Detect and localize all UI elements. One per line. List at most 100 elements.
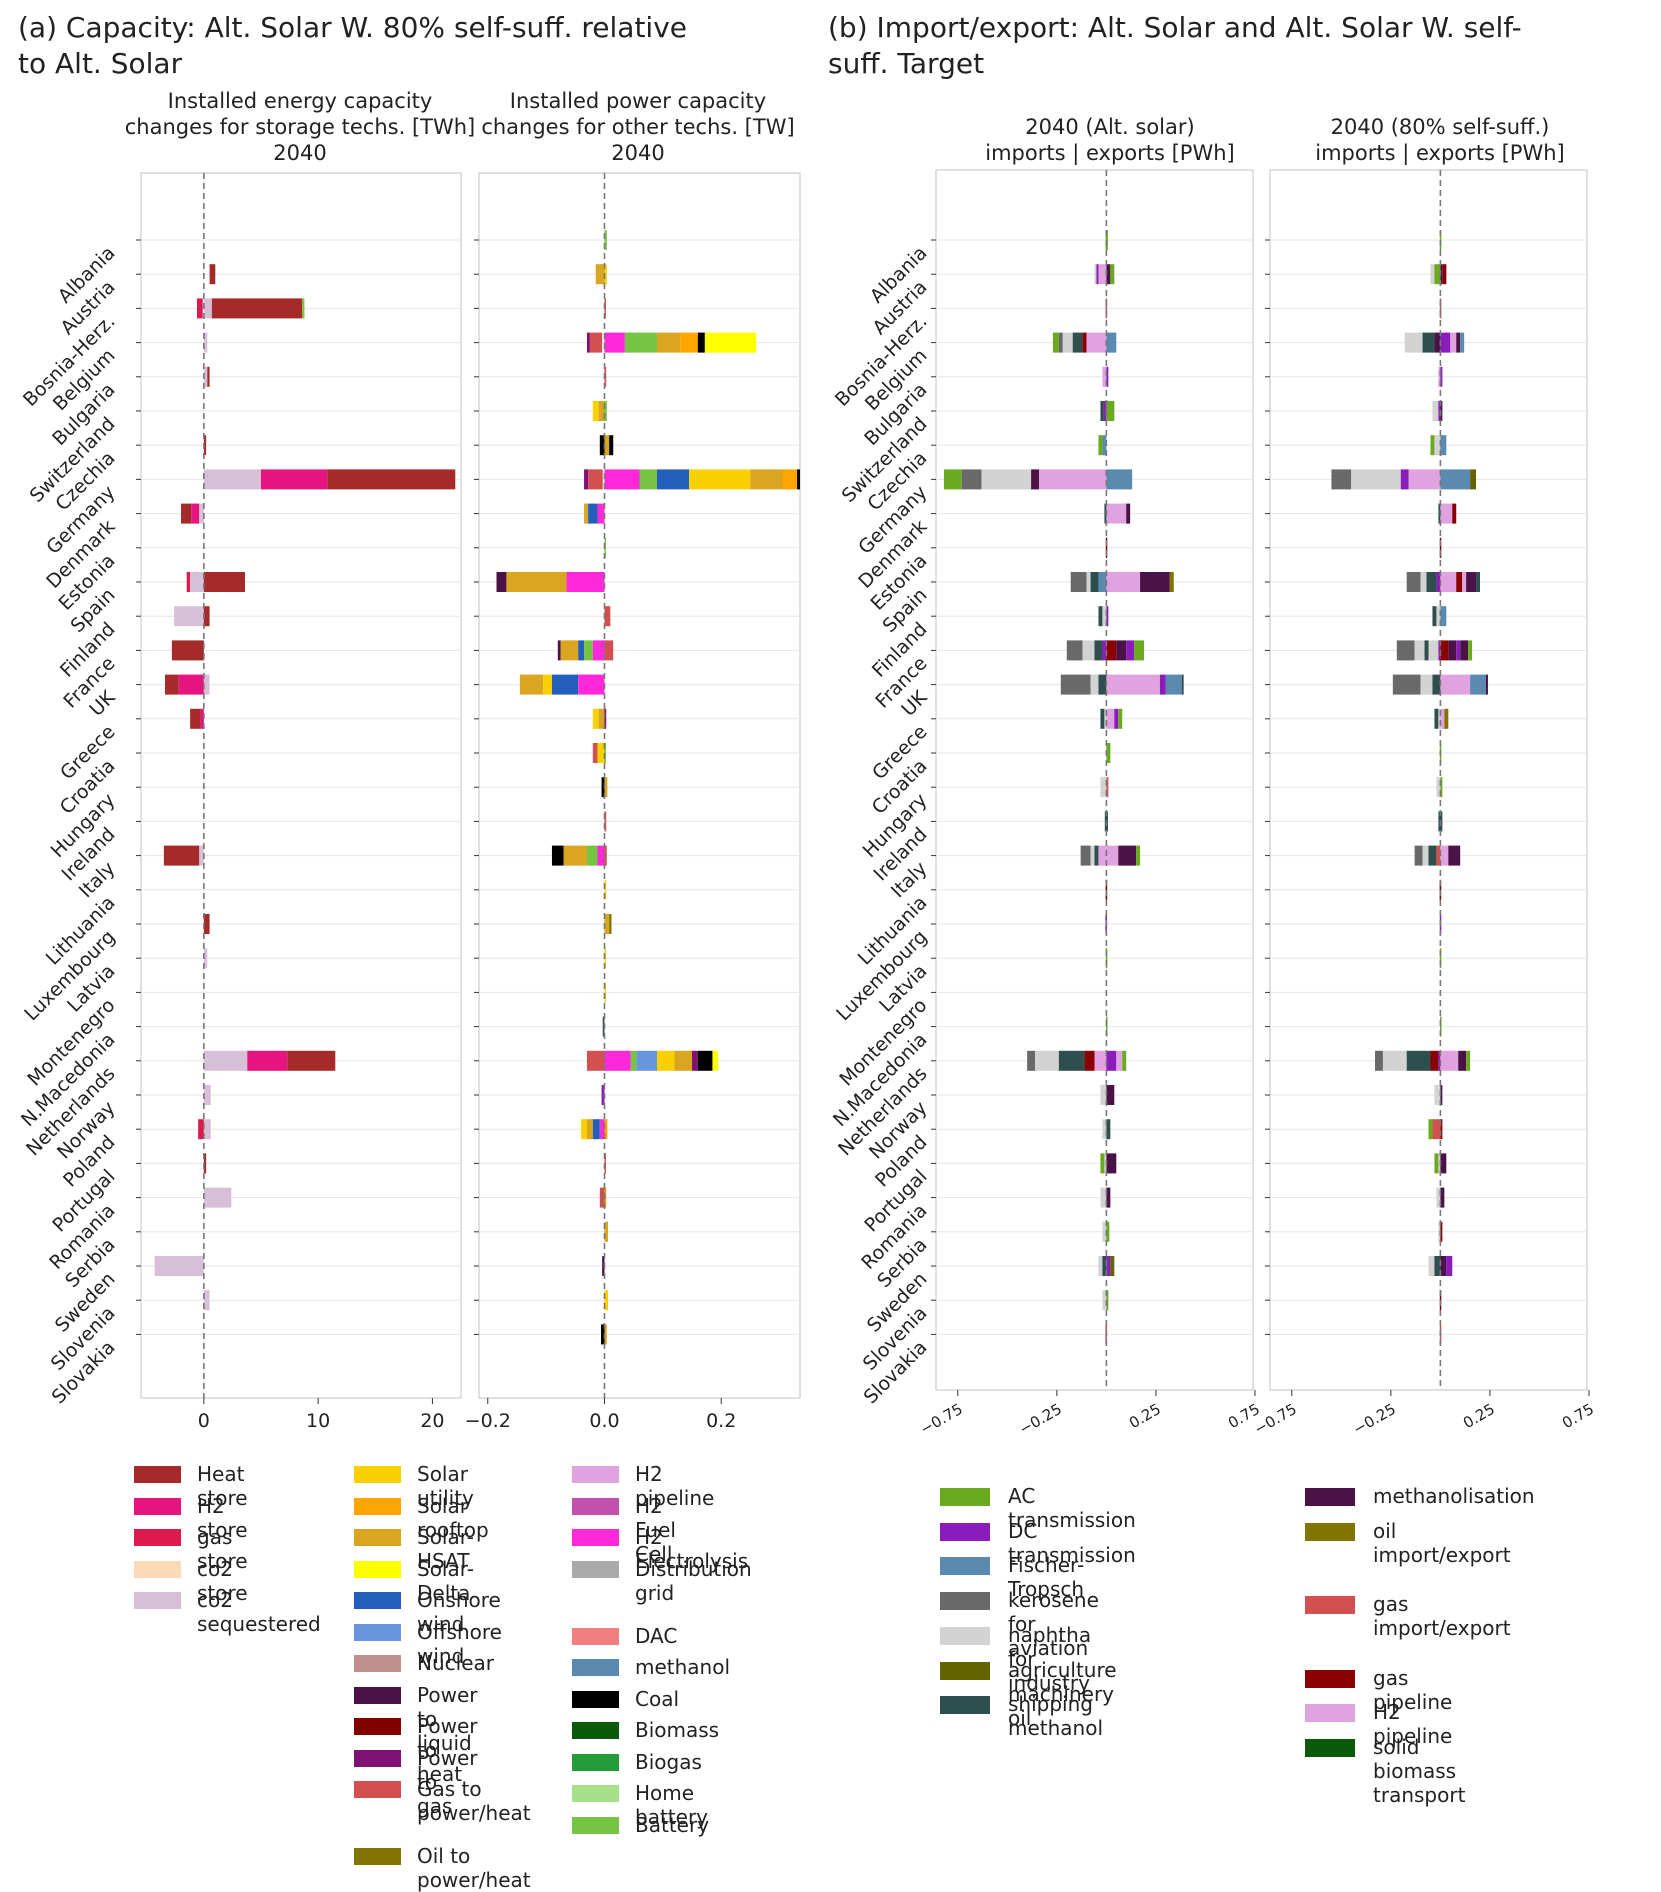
bar-segment-croatia [1106, 743, 1111, 763]
bar-segment-bulgaria [1438, 366, 1441, 387]
bar-segment-spain [1440, 572, 1457, 592]
legend-item: H2 pipeline [572, 1462, 714, 1510]
bar-segment-greece [1438, 708, 1441, 729]
bar-segment-serbia [1440, 1221, 1443, 1242]
legend-label: naphtha for industry [1008, 1622, 1092, 1695]
bar-segment-uk [1098, 674, 1107, 695]
bar-segment-belgium [657, 332, 681, 353]
bar-segment-hungary [1106, 777, 1109, 798]
legend-swatch [572, 1627, 619, 1645]
bar-segment-spain [1426, 572, 1437, 592]
legend-label: oil import/export [1373, 1518, 1511, 1567]
bar-segment-poland [1106, 1119, 1111, 1140]
bar-segment-italy [1106, 845, 1119, 866]
bar-segment-germany [1331, 469, 1352, 490]
legend-swatch [572, 1690, 619, 1708]
bar-segment-italy [1098, 845, 1107, 866]
legend-item: Gas to power/heat [354, 1777, 531, 1825]
bar-segment-netherlands [1406, 1050, 1431, 1071]
bar-segment-bosniaherz [1105, 298, 1108, 319]
legend-swatch [354, 1848, 401, 1865]
bar-segment-croatia [597, 743, 605, 763]
legend-item: gas store [134, 1525, 248, 1573]
bar-segment-bulgaria [207, 366, 210, 387]
bar-segment-slovenia [1102, 1290, 1107, 1311]
bar-segment-uk [1420, 674, 1433, 695]
bar-segment-spain [1462, 572, 1467, 592]
bar-segment-finland [203, 606, 210, 627]
legend-item: gas import/export [1305, 1592, 1511, 1640]
legend-item: co2 sequestered [134, 1588, 321, 1636]
legend-item: Oil to power/heat [354, 1844, 531, 1892]
bar-segment-belgium [1456, 332, 1461, 353]
bar-segment-serbia [1438, 1221, 1441, 1242]
bar-segment-finland [1102, 606, 1107, 627]
bar-segment-uk [1470, 674, 1486, 695]
bar-segment-slovenia [1106, 1290, 1109, 1311]
bar-segment-italy [1090, 845, 1095, 866]
bar-segment-austria [1434, 264, 1441, 285]
bar-segment-bosniaherz [203, 298, 212, 319]
bar-segment-sweden [1440, 1256, 1447, 1276]
legend-label: Biomass [635, 1718, 720, 1742]
bar-segment-france [1094, 640, 1103, 661]
bar-segment-portugal [203, 1153, 207, 1174]
bar-segment-austria [604, 264, 607, 285]
legend-label: Power to heat [417, 1714, 478, 1786]
bar-segment-czechia [1102, 435, 1107, 456]
bar-segment-austria [1106, 264, 1111, 285]
legend-swatch [572, 1753, 619, 1771]
bar-segment-netherlands [1027, 1050, 1036, 1071]
bar-segment-netherlands [1440, 1050, 1459, 1071]
bar-segment-czechia [1098, 435, 1103, 456]
bar-segment-switzerland [604, 401, 607, 421]
legend-item: H2 pipeline [1305, 1700, 1452, 1748]
legend-item: AC transmission [940, 1484, 1136, 1532]
legend-label: solid biomass transport [1373, 1734, 1466, 1807]
bar-segment-uk [203, 674, 210, 695]
bar-segment-france [1066, 640, 1083, 661]
bar-segment-netherlands [712, 1050, 719, 1071]
legend-swatch [134, 1529, 181, 1546]
legend-swatch [354, 1497, 401, 1515]
bar-segment-germany [327, 469, 456, 490]
bar-segment-spain [1086, 572, 1091, 592]
panel-b-title-line1: (b) Import/export: Alt. Solar and Alt. S… [828, 11, 1522, 44]
bar-segment-netherlands [1084, 1050, 1095, 1071]
bar-segment-switzerland [1432, 401, 1439, 421]
legend-swatch [134, 1560, 181, 1578]
bar-segment-luxembourg [604, 914, 610, 934]
bar-segment-belgium [624, 332, 658, 353]
bar-segment-germany [1031, 469, 1040, 490]
legend-item: Heat store [134, 1462, 248, 1510]
legend-swatch [572, 1816, 619, 1834]
bar-segment-poland [203, 1119, 211, 1140]
legend-label: Solar rooftop [417, 1493, 489, 1542]
legend-label: methanolisation [1373, 1484, 1535, 1508]
legend-swatch [572, 1466, 619, 1483]
legend-item: Offshore wind [354, 1620, 502, 1668]
legend-item: Solar rooftop [354, 1494, 489, 1542]
subplot-1-title-line2: changes for storage techs. [TWh] [124, 115, 476, 139]
bar-segment-spain [1476, 572, 1481, 592]
bar-segment-belgium [586, 332, 590, 353]
bar-segment-uk [543, 674, 552, 695]
subplot-2-title-line3: 2040 [611, 141, 665, 165]
bar-segment-denmark [199, 503, 204, 524]
bar-segment-france [557, 640, 561, 661]
bar-segment-france [1424, 640, 1429, 661]
bar-segment-finland [1432, 606, 1437, 627]
bar-segment-germany [797, 469, 800, 490]
legend-item: Home battery [572, 1781, 708, 1829]
legend-item: Solar-HSAT [354, 1525, 474, 1573]
bar-segment-norway [601, 1085, 605, 1105]
bar-segment-czechia [203, 435, 207, 456]
legend-item: H2 Fuel Cell [572, 1494, 676, 1566]
x-tick-label: 20 [420, 1410, 444, 1432]
bar-segment-belgium [697, 332, 705, 353]
legend-item: Battery [572, 1813, 709, 1837]
bar-segment-switzerland [592, 401, 599, 421]
x-tick-label: 0 [198, 1410, 210, 1432]
bar-segment-czechia [604, 435, 610, 456]
legend-swatch [940, 1557, 990, 1576]
